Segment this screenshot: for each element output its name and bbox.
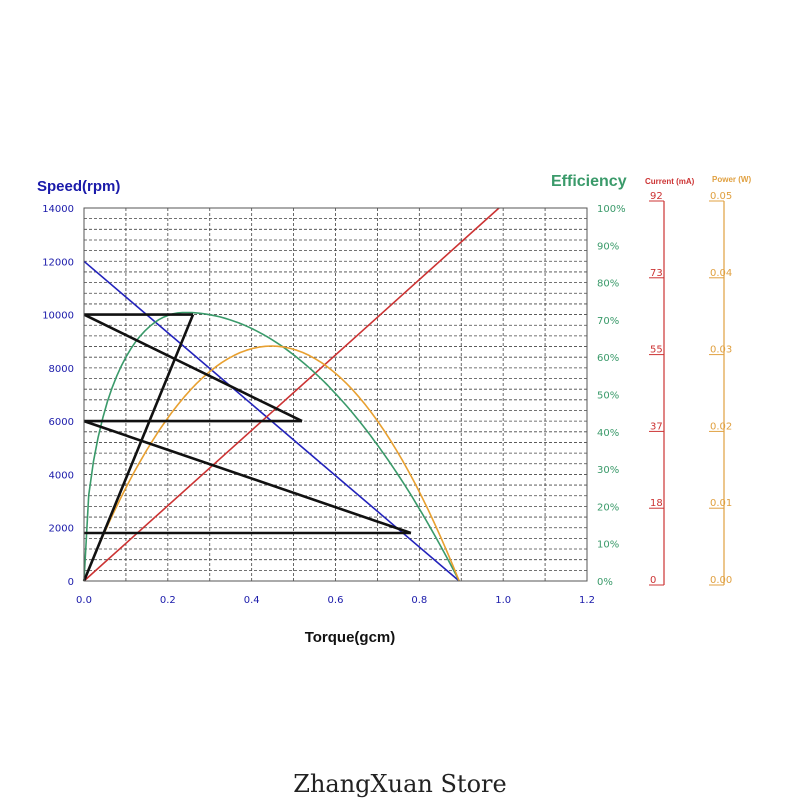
plot-frame (83, 207, 588, 582)
speed-tick-label: 0 (68, 577, 74, 588)
grid (84, 208, 587, 581)
torque-tick-label: 0.8 (411, 595, 427, 606)
x-axis-title: Torque(gcm) (305, 629, 396, 646)
power-tick-label: 0.00 (710, 575, 732, 586)
speed-axis-title: Speed(rpm) (37, 178, 120, 195)
power-axis-title: Power (W) (712, 175, 751, 184)
power-tick-label: 0.01 (710, 498, 732, 509)
current-tick-label: 37 (650, 421, 663, 432)
power-tick-label: 0.03 (710, 345, 732, 356)
series-line-2 (83, 311, 460, 582)
speed-tick-label: 12000 (42, 257, 74, 268)
series-line-3 (83, 345, 460, 582)
speed-tick-label: 8000 (49, 364, 74, 375)
torque-tick-label: 1.2 (579, 595, 595, 606)
current-tick-label: 18 (650, 498, 663, 509)
speed-tick-label: 6000 (49, 417, 74, 428)
current-axis-title: Current (mA) (645, 177, 695, 186)
efficiency-tick-label: 30% (597, 465, 619, 476)
efficiency-tick-label: 80% (597, 279, 619, 290)
efficiency-axis-title: Efficiency (551, 173, 627, 190)
torque-tick-label: 1.0 (495, 595, 511, 606)
series-layer (82, 207, 500, 582)
efficiency-tick-label: 40% (597, 428, 619, 439)
series-line-4 (82, 314, 195, 582)
efficiency-tick-label: 20% (597, 502, 619, 513)
store-watermark: ZhangXuan Store (293, 770, 507, 798)
efficiency-tick-label: 0% (597, 577, 613, 588)
power-tick-label: 0.05 (710, 191, 732, 202)
series-line-8 (83, 419, 412, 535)
power-tick-label: 0.02 (710, 421, 732, 432)
speed-tick-label: 2000 (49, 524, 74, 535)
motor-performance-chart: 0 2000 4000 6000 8000 10000 12000 14000 0.0 0.2 0.… (37, 173, 751, 646)
speed-tick-label: 4000 (49, 470, 74, 481)
power-tick-label: 0.04 (710, 268, 732, 279)
current-tick-label: 92 (650, 191, 663, 202)
torque-tick-label: 0.0 (76, 595, 92, 606)
series-line-1 (83, 207, 500, 582)
efficiency-tick-label: 50% (597, 391, 619, 402)
current-tick-label: 73 (650, 268, 663, 279)
torque-tick-label: 0.2 (160, 595, 176, 606)
speed-tick-label: 10000 (42, 311, 74, 322)
current-tick-label: 55 (650, 345, 663, 356)
speed-tick-label: 14000 (42, 204, 74, 215)
current-tick-label: 0 (650, 575, 656, 586)
series-line-6 (83, 313, 303, 423)
efficiency-tick-label: 90% (597, 241, 619, 252)
efficiency-tick-label: 10% (597, 540, 619, 551)
efficiency-tick-label: 70% (597, 316, 619, 327)
efficiency-tick-label: 60% (597, 353, 619, 364)
torque-tick-label: 0.6 (328, 595, 344, 606)
ticks-layer: 0 2000 4000 6000 8000 10000 12000 14000 0.0 0.2 0.… (42, 191, 732, 606)
torque-tick-label: 0.4 (244, 595, 260, 606)
efficiency-tick-label: 100% (597, 204, 626, 215)
